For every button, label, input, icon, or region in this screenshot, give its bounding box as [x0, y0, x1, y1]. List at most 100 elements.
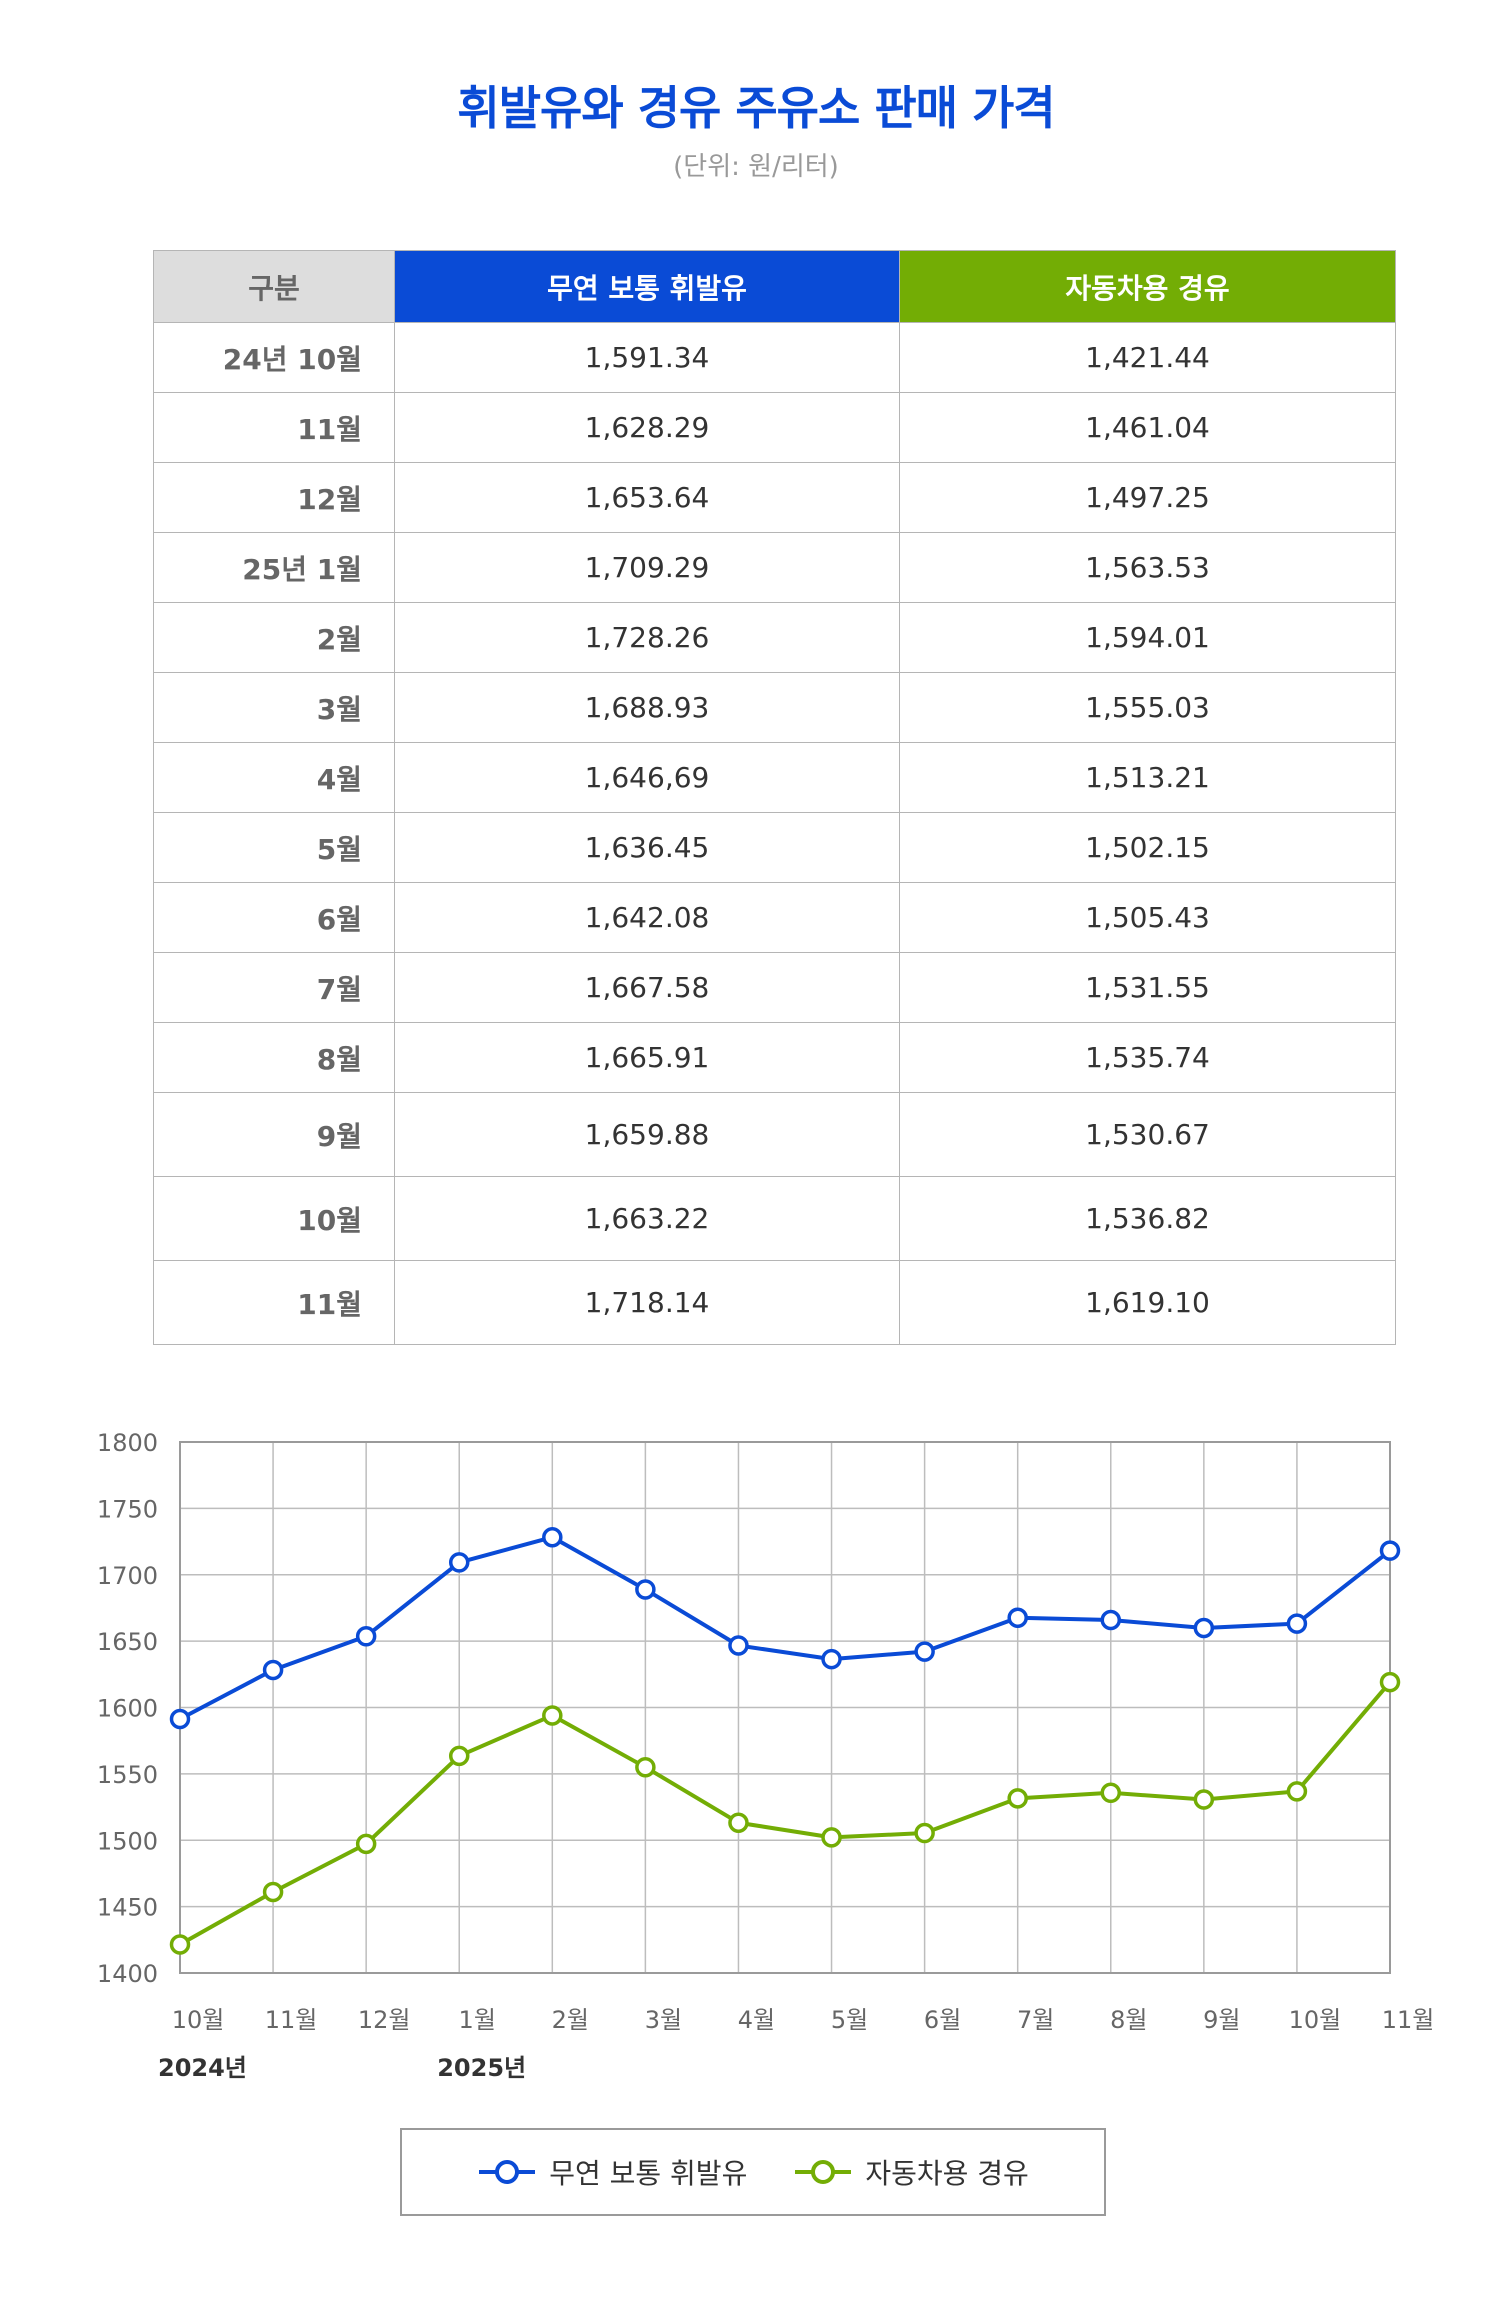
row-month: 11월: [153, 392, 395, 463]
row-gasoline-price: 1,663.22: [394, 1176, 900, 1261]
y-tick-label: 1500: [97, 1827, 158, 1855]
x-tick-label: 5월: [831, 2006, 868, 2034]
x-year-label: 2024년: [158, 2054, 247, 2082]
legend-marker-diesel-icon: [795, 2160, 852, 2184]
price-line-chart: 1400 1450 1500 1550 1600 1650 1700 1750 1800 10월 1…: [97, 1429, 1434, 2082]
y-tick-label: 1400: [97, 1960, 158, 1988]
y-tick-label: 1700: [97, 1562, 158, 1590]
table-row: 11월 1,718.14 1,619.10: [153, 1260, 1396, 1345]
data-point: [914, 1641, 935, 1662]
data-point: [821, 1827, 842, 1848]
table-row: 10월 1,663.22 1,536.82: [153, 1176, 1396, 1261]
page-title: 휘발유와 경유 주유소 판매 가격: [457, 81, 1055, 135]
row-gasoline-price: 1,591.34: [394, 322, 900, 393]
row-month: 5월: [153, 812, 395, 883]
row-month: 25년 1월: [153, 532, 395, 603]
table-row: 5월 1,636.45 1,502.15: [153, 812, 1396, 883]
data-point: [821, 1648, 842, 1670]
data-point: [914, 1822, 935, 1844]
table-row: 3월 1,688.93 1,555.03: [153, 672, 1396, 743]
data-point: [542, 1526, 563, 1548]
row-month: 24년 10월: [153, 322, 395, 393]
row-diesel-price: 1,536.82: [899, 1176, 1396, 1261]
legend-marker-gasoline-icon: [479, 2160, 536, 2184]
x-tick-label: 6월: [924, 2006, 961, 2034]
header-diesel: 자동차용 경유: [899, 250, 1396, 323]
row-gasoline-price: 1,642.08: [394, 882, 900, 953]
row-gasoline-price: 1,628.29: [394, 392, 900, 463]
row-gasoline-price: 1,709.29: [394, 532, 900, 603]
table-row: 25년 1월 1,709.29 1,563.53: [153, 532, 1396, 603]
x-tick-label: 4월: [738, 2006, 775, 2034]
row-gasoline-price: 1,653.64: [394, 462, 900, 533]
data-point: [1007, 1788, 1028, 1809]
data-point: [355, 1626, 377, 1647]
row-month: 3월: [153, 672, 395, 743]
data-point: [728, 1635, 749, 1656]
row-gasoline-price: 1,718.14: [394, 1260, 900, 1345]
x-tick-label: 9월: [1203, 2006, 1240, 2034]
row-diesel-price: 1,502.15: [899, 812, 1396, 883]
data-point: [728, 1812, 749, 1833]
y-tick-label: 1750: [97, 1495, 158, 1523]
table-row: 7월 1,667.58 1,531.55: [153, 952, 1396, 1023]
x-tick-label: 12월: [358, 2006, 411, 2034]
row-diesel-price: 1,497.25: [899, 462, 1396, 533]
row-month: 10월: [153, 1176, 395, 1261]
x-tick-label: 1월: [459, 2006, 496, 2034]
data-point: [635, 1579, 656, 1600]
row-month: 7월: [153, 952, 395, 1023]
row-diesel-price: 1,594.01: [899, 602, 1396, 673]
data-point: [169, 1934, 191, 1955]
data-point: [448, 1552, 470, 1573]
row-diesel-price: 1,421.44: [899, 322, 1396, 393]
y-tick-label: 1650: [97, 1628, 158, 1656]
x-tick-label: 3월: [645, 2006, 682, 2034]
row-month: 8월: [153, 1022, 395, 1093]
data-point: [1286, 1781, 1308, 1802]
data-point: [1193, 1789, 1215, 1810]
data-point: [262, 1659, 284, 1681]
row-diesel-price: 1,563.53: [899, 532, 1396, 603]
series-line-1: [179, 1680, 1392, 1947]
row-month: 12월: [153, 462, 395, 533]
row-gasoline-price: 1,665.91: [394, 1022, 900, 1093]
row-gasoline-price: 1,728.26: [394, 602, 900, 673]
row-diesel-price: 1,505.43: [899, 882, 1396, 953]
table-row: 24년 10월 1,591.34 1,421.44: [153, 322, 1396, 393]
data-point: [355, 1833, 377, 1855]
data-point: [1100, 1782, 1122, 1804]
legend-label-diesel: 자동차용 경유: [865, 2157, 1029, 2190]
row-diesel-price: 1,531.55: [899, 952, 1396, 1023]
row-gasoline-price: 1,688.93: [394, 672, 900, 743]
chart-legend: 무연 보통 휘발유 자동차용 경유: [400, 2128, 1106, 2216]
x-tick-label: 7월: [1017, 2006, 1054, 2034]
row-diesel-price: 1,461.04: [899, 392, 1396, 463]
legend-item-diesel: 자동차용 경유: [793, 2152, 1029, 2192]
table-header-row: 구분 무연 보통 휘발유 자동차용 경유: [153, 250, 1396, 323]
series-line-0: [179, 1535, 1392, 1721]
x-tick-label: 10월: [172, 2006, 225, 2034]
y-tick-label: 1550: [97, 1761, 158, 1789]
x-tick-label: 2월: [552, 2006, 589, 2034]
unit-label: (단위: 원/리터): [673, 152, 839, 182]
data-point: [448, 1745, 470, 1767]
x-tick-label: 10월: [1289, 2006, 1342, 2034]
table-row: 6월 1,642.08 1,505.43: [153, 882, 1396, 953]
row-gasoline-price: 1,636.45: [394, 812, 900, 883]
row-month: 6월: [153, 882, 395, 953]
plot-frame: [179, 1441, 1391, 1974]
data-point: [1007, 1607, 1028, 1629]
x-tick-label: 11월: [265, 2006, 318, 2034]
row-diesel-price: 1,513.21: [899, 742, 1396, 813]
table-row: 4월 1,646,69 1,513.21: [153, 742, 1396, 813]
row-diesel-price: 1,530.67: [899, 1092, 1396, 1177]
row-month: 11월: [153, 1260, 395, 1345]
y-tick-label: 1450: [97, 1894, 158, 1922]
data-point: [262, 1881, 284, 1903]
table-row: 12월 1,653.64 1,497.25: [153, 462, 1396, 533]
data-point: [1379, 1540, 1401, 1561]
row-diesel-price: 1,619.10: [899, 1260, 1396, 1345]
y-tick-label: 1800: [97, 1429, 158, 1457]
data-point: [542, 1705, 563, 1726]
